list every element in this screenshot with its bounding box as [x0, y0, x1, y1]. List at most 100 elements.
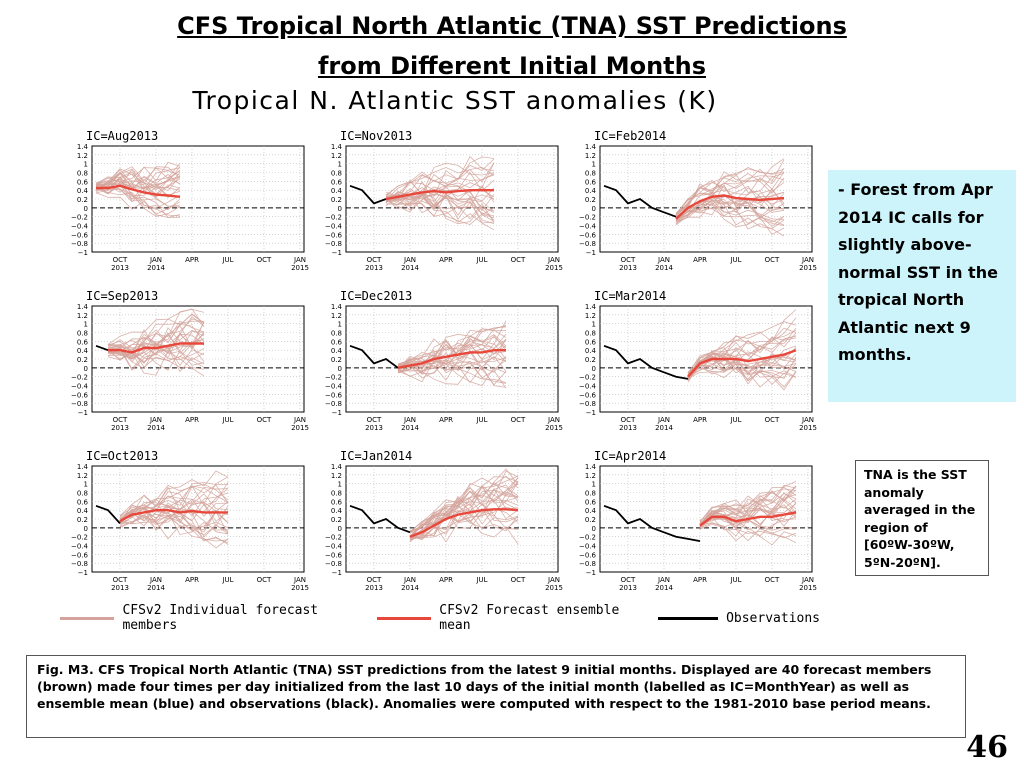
y-tick-label: 1.4	[585, 303, 597, 311]
x-tick-label: OCT	[621, 576, 636, 584]
y-tick-label: −0.6	[325, 551, 343, 559]
panel-nov2013: IC=Nov20131.41.210.80.60.40.20−0.2−0.4−0…	[325, 129, 563, 272]
ensemble-mean-line	[119, 509, 228, 523]
y-tick-label: 1.2	[77, 152, 88, 160]
x-tick-year: 2015	[291, 584, 309, 592]
y-tick-label: 0.4	[77, 347, 89, 355]
forecast-member-line	[95, 188, 181, 217]
forecast-member-line	[409, 470, 519, 533]
y-tick-label: 0	[84, 525, 88, 533]
y-tick-label: 1.4	[77, 463, 89, 471]
forecast-member-line	[119, 484, 229, 523]
forecast-member-line	[385, 156, 495, 201]
x-tick-label: JAN	[149, 576, 162, 584]
x-tick-label: JAN	[657, 416, 670, 424]
y-tick-label: 0.4	[585, 187, 597, 195]
y-tick-label: −0.6	[71, 551, 89, 559]
y-tick-label: 1.2	[77, 472, 88, 480]
y-tick-label: 1	[84, 481, 88, 489]
forecast-member-line	[95, 167, 181, 186]
x-tick-label: OCT	[511, 576, 526, 584]
y-tick-label: −1	[78, 569, 88, 577]
y-tick-label: −0.2	[579, 534, 596, 542]
y-tick-label: 0.8	[331, 170, 342, 178]
x-tick-year: 2014	[655, 264, 673, 272]
forecast-member-line	[699, 481, 797, 521]
y-tick-label: −0.6	[325, 231, 343, 239]
x-tick-label: JAN	[293, 416, 306, 424]
forecast-member-line	[385, 192, 495, 215]
slide-title-line2: from Different Initial Months	[317, 52, 707, 80]
forecast-member-line	[385, 166, 495, 201]
tna-definition: TNA is the SST anomaly averaged in the r…	[855, 460, 989, 576]
x-tick-label: JUL	[475, 256, 487, 264]
y-tick-label: −0.8	[325, 400, 342, 408]
y-tick-label: 1.2	[331, 152, 342, 160]
ensemble-mean-line	[687, 349, 797, 378]
panel-label: IC=Aug2013	[86, 129, 158, 143]
y-tick-label: −0.2	[579, 214, 596, 222]
y-tick-label: 0.4	[585, 507, 597, 515]
forecast-member-line	[119, 521, 229, 549]
y-tick-label: 0.8	[77, 490, 88, 498]
y-tick-label: 1	[338, 161, 342, 169]
y-tick-label: −0.6	[579, 391, 597, 399]
y-tick-label: 0.6	[585, 178, 597, 186]
y-tick-label: 0.6	[585, 338, 597, 346]
x-tick-label: JUL	[475, 576, 487, 584]
y-tick-label: 0.4	[585, 347, 597, 355]
forecast-member-line	[409, 494, 519, 539]
x-tick-label: JAN	[657, 576, 670, 584]
panel-label: IC=Nov2013	[340, 129, 412, 143]
x-tick-year: 2015	[545, 424, 563, 432]
x-tick-label: OCT	[113, 256, 128, 264]
y-tick-label: −0.4	[71, 543, 89, 551]
y-tick-label: −0.6	[71, 391, 89, 399]
y-tick-label: 0.8	[331, 490, 342, 498]
y-tick-label: 1	[592, 321, 596, 329]
y-tick-label: 1.4	[585, 463, 597, 471]
y-tick-label: 0.6	[331, 178, 343, 186]
y-tick-label: 1.2	[585, 152, 596, 160]
y-tick-label: 0.4	[331, 507, 343, 515]
y-tick-label: 0.6	[331, 338, 343, 346]
forecast-member-line	[119, 515, 229, 542]
y-tick-label: 0.8	[331, 330, 342, 338]
y-tick-label: 0.2	[77, 516, 88, 524]
legend-mean-swatch	[376, 616, 432, 620]
panel-label: IC=Jan2014	[340, 449, 412, 463]
forecast-member-line	[675, 181, 785, 217]
panel-apr2014: IC=Apr20141.41.210.80.60.40.20−0.2−0.4−0…	[579, 449, 817, 592]
chart-title: Tropical N. Atlantic SST anomalies (K)	[192, 86, 718, 115]
y-tick-label: 0.2	[331, 196, 342, 204]
x-tick-year: 2014	[655, 424, 673, 432]
x-tick-label: OCT	[511, 256, 526, 264]
forecast-member-line	[675, 199, 785, 219]
y-tick-label: 0.6	[77, 338, 89, 346]
x-tick-label: JUL	[729, 416, 741, 424]
forecast-member-line	[95, 166, 181, 187]
x-tick-year: 2014	[147, 424, 165, 432]
x-tick-label: JUL	[221, 256, 233, 264]
forecast-member-line	[95, 179, 181, 200]
y-tick-label: −0.2	[325, 214, 342, 222]
x-tick-label: APR	[185, 576, 199, 584]
forecast-member-line	[385, 192, 495, 225]
forecast-member-line	[409, 483, 519, 538]
panel-label: IC=Oct2013	[86, 449, 158, 463]
y-tick-label: −0.4	[579, 383, 597, 391]
panel-label: IC=Apr2014	[594, 449, 666, 463]
y-tick-label: 1.4	[331, 463, 343, 471]
y-tick-label: 0	[84, 205, 88, 213]
x-tick-year: 2014	[147, 584, 165, 592]
forecast-member-line	[119, 507, 229, 531]
x-tick-label: JAN	[801, 576, 814, 584]
forecast-member-line	[95, 192, 181, 218]
y-tick-label: 0.8	[585, 330, 596, 338]
y-tick-label: −0.8	[579, 560, 596, 568]
forecast-member-line	[687, 363, 797, 388]
forecast-member-line	[699, 523, 797, 546]
y-tick-label: −1	[78, 249, 88, 257]
page-number: 46	[966, 730, 1008, 765]
x-tick-year: 2014	[655, 584, 673, 592]
